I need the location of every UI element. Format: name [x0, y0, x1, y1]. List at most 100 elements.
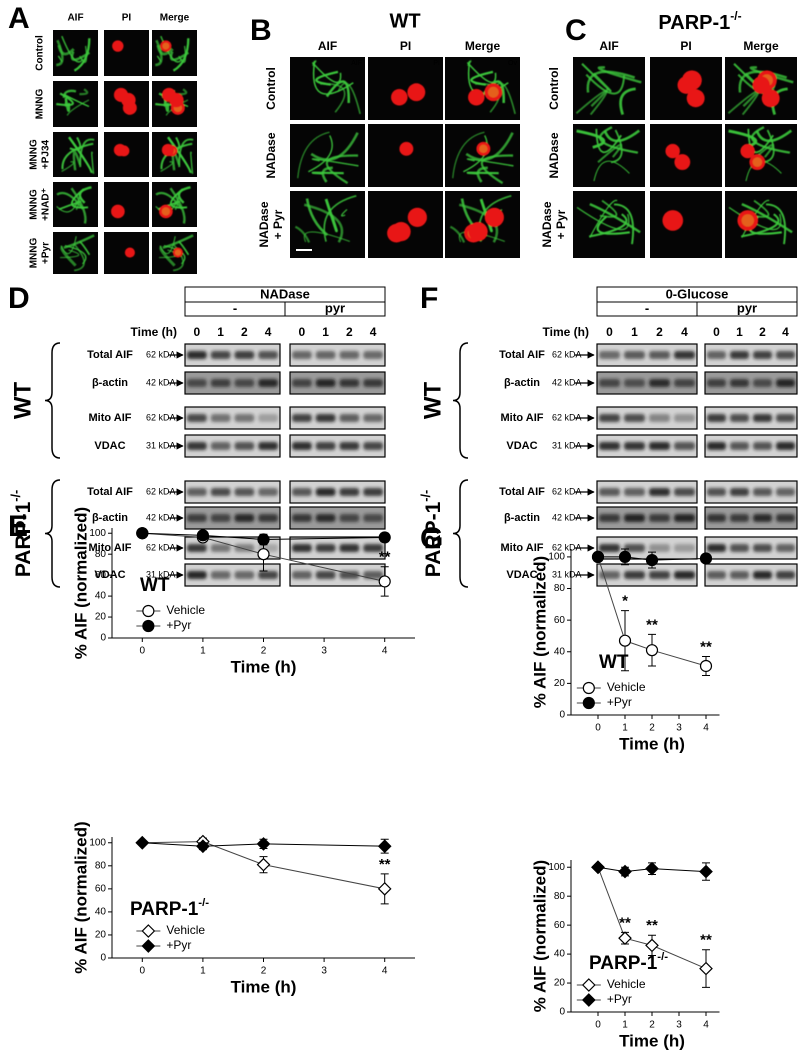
blot-band [599, 488, 620, 496]
point [645, 553, 659, 567]
micrograph-content [452, 131, 514, 185]
series-line [142, 841, 385, 890]
blot-band [776, 351, 795, 359]
y-tick-label: 40 [554, 949, 566, 960]
panel-label: C [565, 14, 587, 47]
size-label: 62 kDA [552, 412, 582, 422]
neurite [294, 225, 311, 243]
blot-band [730, 379, 749, 387]
nucleus [124, 247, 135, 258]
point [618, 931, 632, 946]
blot-band [315, 544, 336, 552]
blot [704, 434, 798, 458]
blot-band [187, 544, 207, 552]
neurite [593, 160, 630, 182]
blot-band [707, 514, 726, 522]
micrograph-content [56, 88, 90, 116]
blot [184, 371, 281, 395]
time-tick: 4 [681, 325, 688, 339]
neurite [56, 92, 74, 107]
blot [704, 506, 798, 530]
neurite [167, 136, 192, 174]
point [645, 861, 659, 876]
x-tick-label: 0 [595, 1020, 601, 1031]
micrograph-content [728, 199, 793, 245]
neurite [172, 38, 190, 72]
genotype-label: WT [9, 382, 36, 420]
blot-band [339, 379, 360, 387]
genotype-label-sup: -/- [419, 490, 433, 502]
nucleus [484, 207, 504, 227]
micrograph-content [124, 247, 135, 258]
panel-title-sup: -/- [730, 9, 741, 23]
point [699, 864, 713, 879]
neurite [177, 186, 191, 204]
nucleus [761, 89, 780, 108]
size-label: 31 kDA [552, 569, 582, 579]
protein-label: β-actin [92, 377, 128, 389]
blot-band [292, 571, 312, 579]
blot-band [730, 514, 749, 522]
time-tick: 2 [656, 325, 663, 339]
blot-band [339, 414, 360, 422]
neurite [337, 82, 361, 115]
genotype-label: PARP-1-/- [9, 490, 34, 577]
y-tick-label: 0 [559, 710, 565, 721]
protein-label: Mito AIF [89, 542, 132, 554]
x-tick-label: 3 [676, 723, 682, 734]
blot [184, 343, 281, 367]
point [142, 604, 155, 618]
micrograph-content [728, 126, 793, 182]
image-overlay-label: PI [433, 60, 440, 67]
time-tick: 2 [241, 325, 248, 339]
y-tick-label: 20 [554, 978, 566, 989]
blot-band [363, 514, 383, 522]
size-label: 62 kDA [552, 542, 582, 552]
neurite [765, 203, 787, 245]
blot-band [776, 488, 795, 496]
y-tick-label: 100 [548, 552, 565, 563]
neurite [741, 203, 793, 234]
nucleus [113, 87, 129, 102]
blot-band [624, 414, 645, 422]
x-tick-label: 2 [261, 966, 267, 977]
neurite [56, 191, 84, 210]
series-line [142, 842, 385, 847]
size-label: 42 kDA [146, 512, 176, 522]
point [257, 533, 270, 546]
brace [44, 479, 61, 588]
micrograph-content [576, 126, 641, 182]
blot-band [776, 414, 795, 422]
annotation: ** [379, 856, 391, 873]
blot-band [599, 379, 620, 387]
annotation: ** [700, 932, 712, 949]
blot-band [210, 571, 231, 579]
blot-band [624, 351, 645, 359]
blot [596, 480, 698, 504]
blot-band [234, 351, 255, 359]
blot-band [730, 351, 749, 359]
series-line [597, 556, 707, 667]
neurite [64, 97, 71, 112]
blot-band [674, 514, 695, 522]
blot-band [624, 442, 645, 450]
blot-band [363, 351, 383, 359]
blot [704, 563, 798, 587]
neurite [63, 234, 95, 249]
nucleus [113, 143, 127, 157]
blot [289, 406, 386, 430]
nucleus [468, 88, 485, 106]
nucleus-overlap [162, 42, 170, 50]
point [135, 835, 150, 850]
neurite [740, 213, 780, 238]
neurite [155, 191, 183, 210]
neurite [64, 93, 90, 108]
neurite [57, 55, 63, 63]
panel-label: E [8, 510, 28, 543]
row-label: MNNG [29, 238, 40, 269]
column-header: AIF [67, 13, 83, 24]
panel-label: A [8, 2, 30, 35]
series-line [142, 532, 385, 582]
nucleus [112, 40, 124, 52]
image-overlay-label: AIF [351, 60, 362, 67]
